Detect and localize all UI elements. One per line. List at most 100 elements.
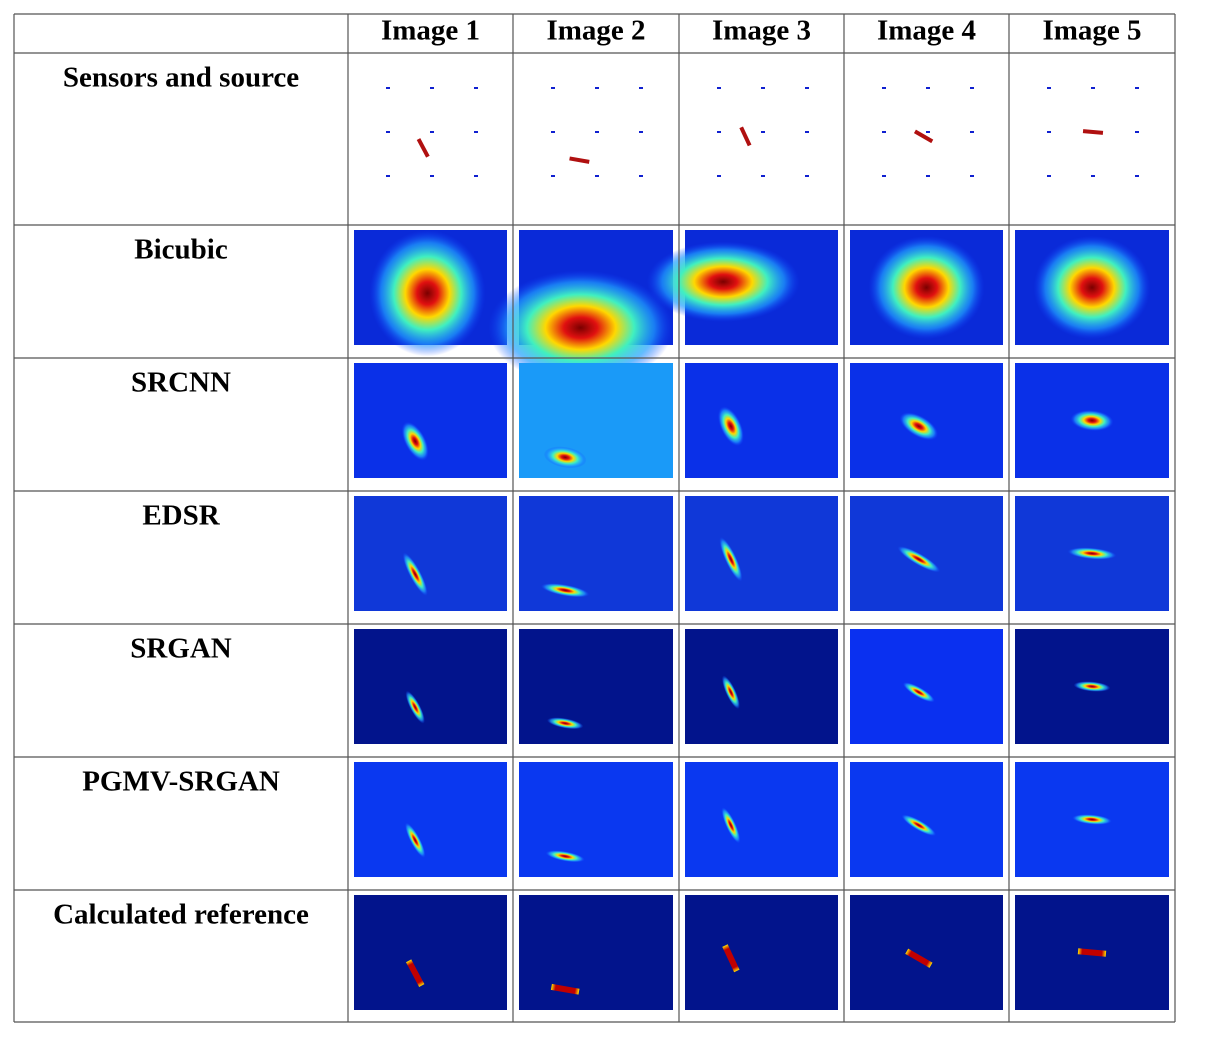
sensor [639,87,643,89]
sensor [882,87,886,89]
heatmap [354,230,507,357]
column-header: Image 1 [381,15,480,47]
heatmap [519,496,673,611]
heatmap-bg [519,629,673,744]
sensor [474,175,478,177]
sensor [970,87,974,89]
heatmap-bg [354,363,507,478]
source [569,156,590,164]
sensor [1135,131,1139,133]
heatmap [519,629,673,744]
heatmap [1015,496,1169,611]
heatmap [646,230,838,345]
blob [899,412,939,441]
source [913,129,934,144]
sensor [761,87,765,89]
heatmap [1015,762,1169,877]
blob [1072,814,1112,825]
sensor [970,175,974,177]
heatmap-bg [354,629,507,744]
heatmap-bg [354,895,507,1010]
column-header: Image 2 [546,15,645,47]
sensor [430,131,434,133]
sensor [1091,175,1095,177]
heatmap [354,895,507,1010]
heatmap-bg [850,762,1003,877]
blob [902,682,935,703]
blob [401,421,429,461]
heatmap-bg [519,762,673,877]
blob [897,546,941,573]
sensor [1047,131,1051,133]
sensor [1135,175,1139,177]
row-label: SRGAN [130,633,232,665]
sensor [1047,87,1051,89]
blob [546,717,584,730]
source-bar [405,959,425,987]
sensor [551,131,555,133]
heatmap-bg [354,762,507,877]
heatmap-bg [850,629,1003,744]
sensor [430,87,434,89]
source [739,126,752,147]
blob [646,241,800,322]
heatmap [685,762,838,877]
heatmap [850,895,1003,1010]
sensor [926,131,930,133]
blob [1067,547,1117,560]
heatmap [519,895,673,1010]
heatmap-bg [685,762,838,877]
blob [1073,681,1111,692]
blob [721,807,741,844]
sensor [970,131,974,133]
sensor [717,87,721,89]
blob [901,814,937,837]
heatmap-bg [519,496,673,611]
blob [488,270,673,386]
sensor [1135,87,1139,89]
heatmap-bg [685,363,838,478]
sensor [639,175,643,177]
heatmap [354,363,507,478]
heatmap [354,496,507,611]
row-label: PGMV-SRGAN [82,766,280,798]
blob [402,552,428,596]
blob [404,822,426,858]
heatmap [488,230,673,386]
heatmap [850,629,1003,744]
sensor [805,131,809,133]
sensor [761,175,765,177]
sensor [926,87,930,89]
heatmap [850,230,1003,345]
heatmap-bg [354,496,507,611]
sensor [386,87,390,89]
heatmap [685,363,838,478]
heatmap [685,895,838,1010]
heatmap-bg [519,895,673,1010]
sensor [595,175,599,177]
heatmap-bg [519,363,673,478]
heatmap-bg [850,895,1003,1010]
heatmap-bg [850,496,1003,611]
heatmap [850,363,1003,478]
column-header: Image 3 [712,15,811,47]
sensor [639,131,643,133]
blob [545,850,585,863]
heatmap [354,629,507,744]
sensor [474,131,478,133]
sensor [805,175,809,177]
source [1082,129,1104,135]
source [416,138,430,158]
heatmap [519,762,673,877]
sensor [595,87,599,89]
blob [369,230,486,357]
heatmap [685,629,838,744]
source-bar [1077,948,1107,957]
heatmap [1015,363,1169,478]
row-label: EDSR [142,500,220,532]
heatmap-bg [685,496,838,611]
sensor [386,131,390,133]
sensor [1091,87,1095,89]
row-label: Calculated reference [53,899,309,931]
